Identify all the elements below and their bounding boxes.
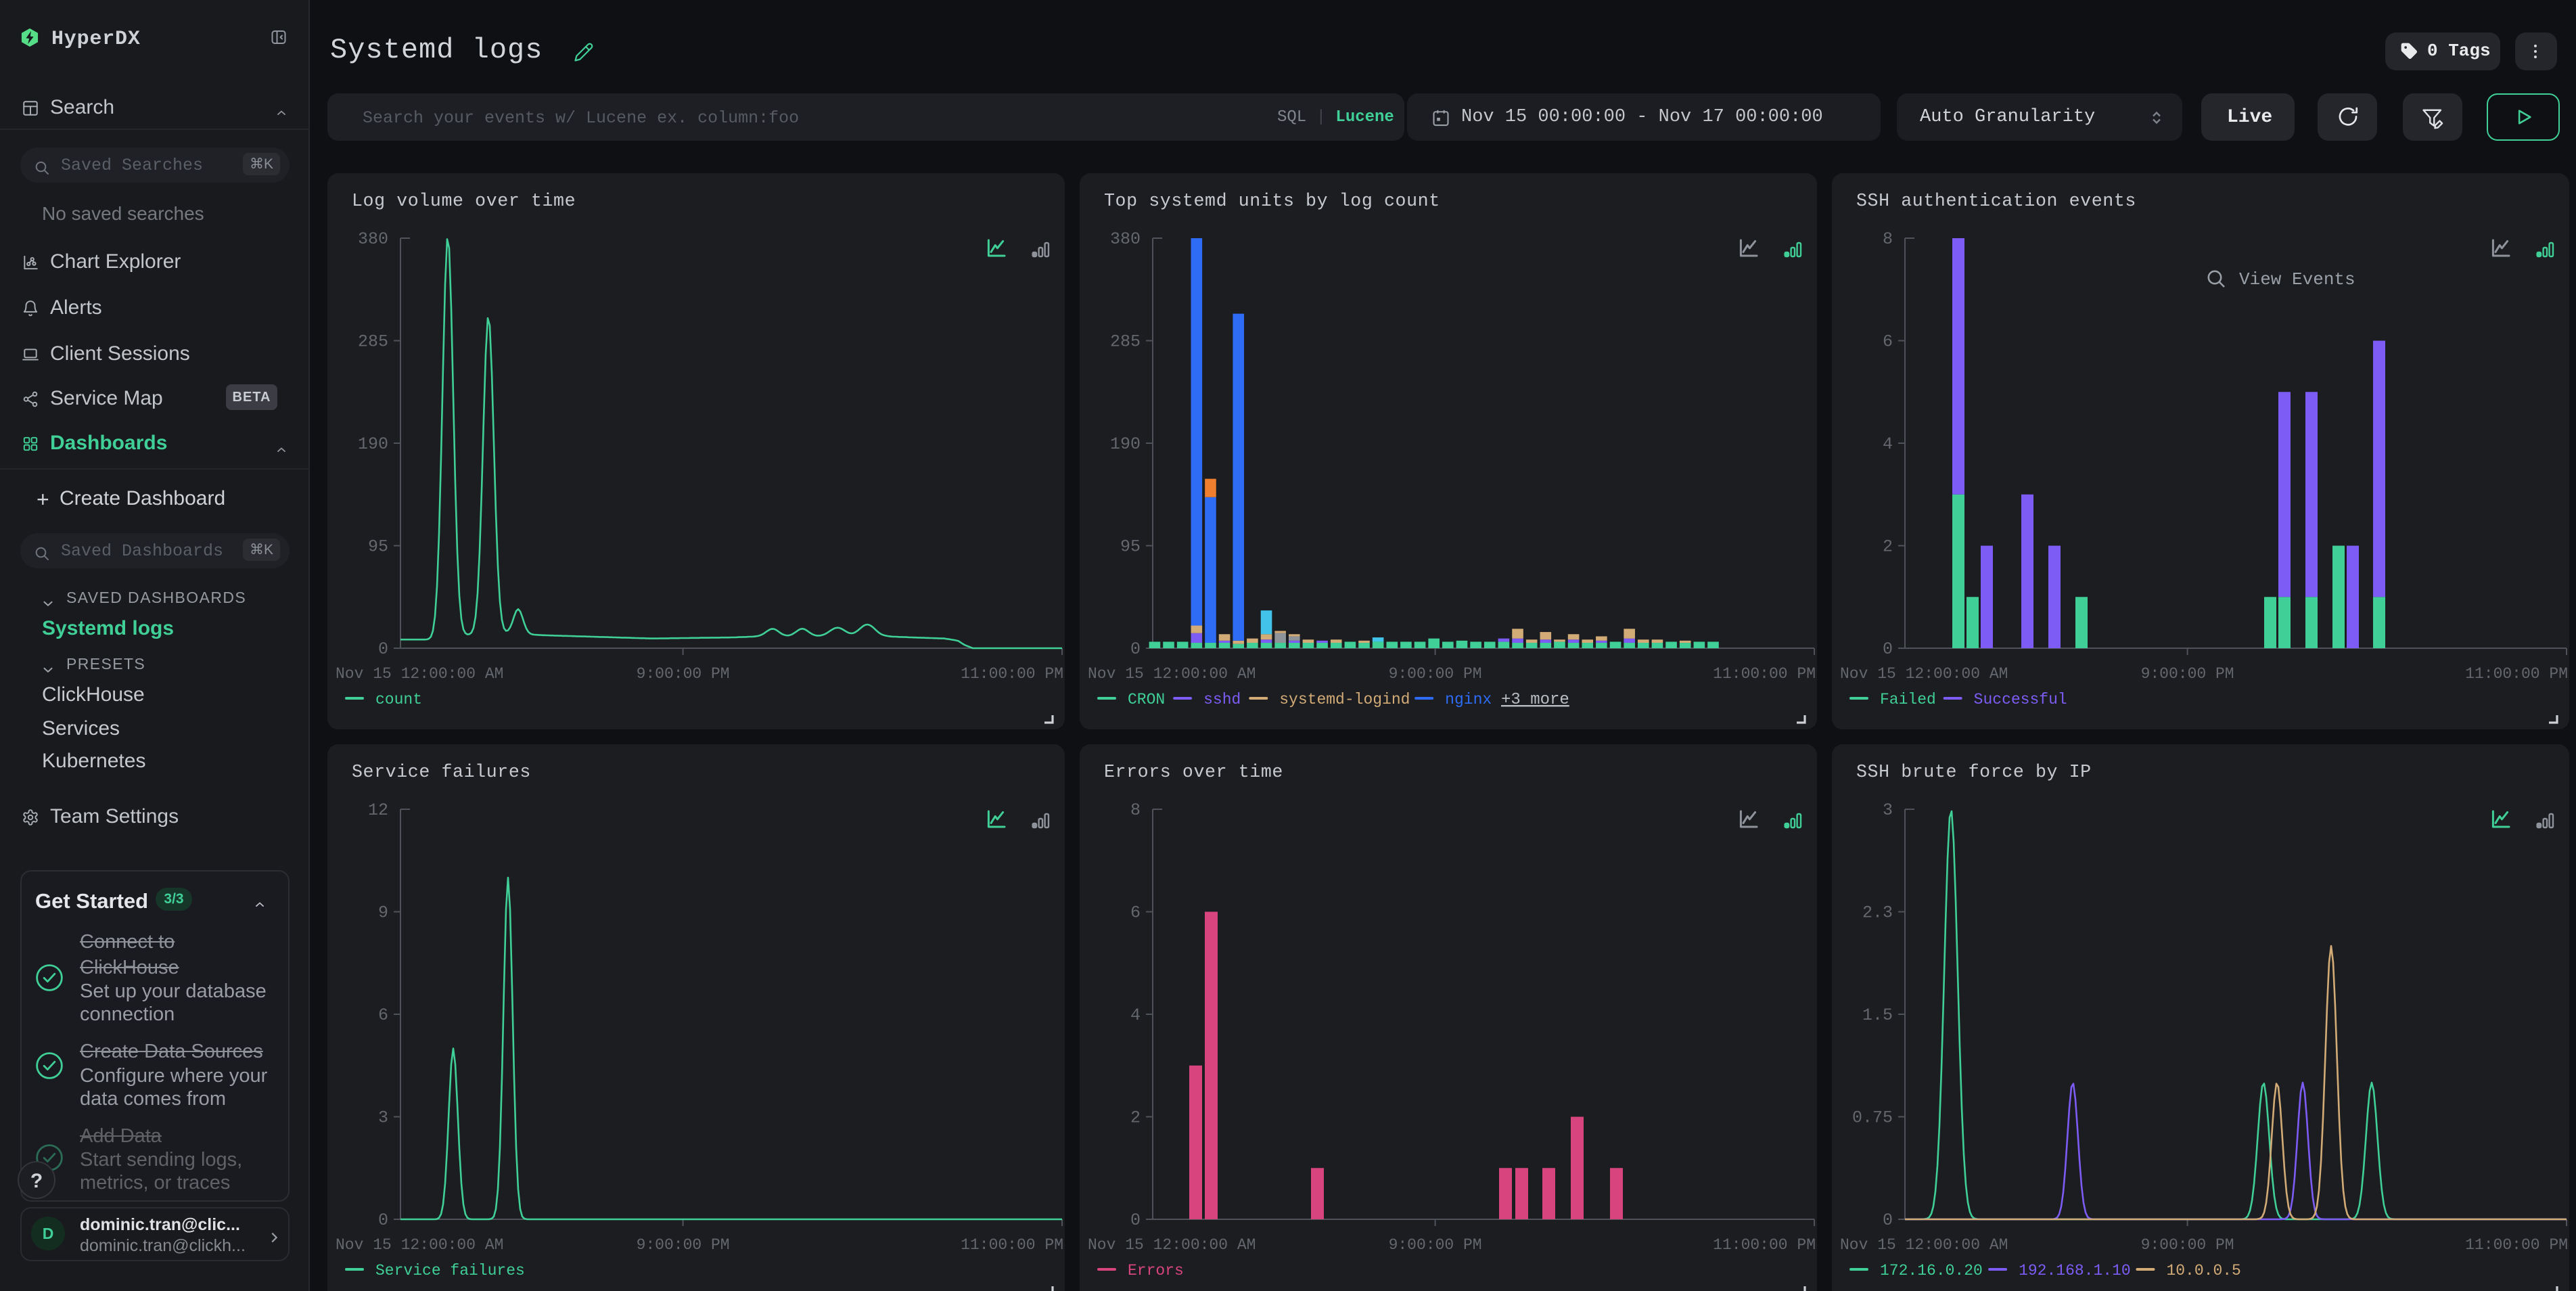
svg-text:3: 3 xyxy=(378,1108,388,1128)
svg-text:count: count xyxy=(375,691,422,708)
svg-text:Nov 15 12:00:00 AM: Nov 15 12:00:00 AM xyxy=(1840,1236,2008,1254)
svg-text:Service failures: Service failures xyxy=(375,1262,525,1279)
svg-text:0: 0 xyxy=(378,1210,388,1230)
svg-text:4: 4 xyxy=(1883,434,1893,454)
svg-text:190: 190 xyxy=(358,434,388,454)
svg-text:0: 0 xyxy=(1130,639,1141,659)
svg-text:2: 2 xyxy=(1130,1108,1141,1128)
svg-text:0: 0 xyxy=(1130,1210,1141,1230)
svg-text:2.3: 2.3 xyxy=(1862,903,1893,923)
svg-text:0: 0 xyxy=(1883,639,1893,659)
svg-text:11:00:00 PM: 11:00:00 PM xyxy=(961,1236,1063,1254)
svg-text:10.0.0.5: 10.0.0.5 xyxy=(2166,1262,2240,1279)
svg-text:+3 more: +3 more xyxy=(1501,691,1569,709)
svg-text:285: 285 xyxy=(358,332,388,352)
svg-text:9:00:00 PM: 9:00:00 PM xyxy=(637,1236,730,1254)
svg-text:8: 8 xyxy=(1883,229,1893,249)
svg-text:95: 95 xyxy=(368,537,388,557)
svg-text:192.168.1.10: 192.168.1.10 xyxy=(2019,1262,2131,1279)
svg-text:Nov 15 12:00:00 AM: Nov 15 12:00:00 AM xyxy=(1088,665,1256,683)
svg-text:1.5: 1.5 xyxy=(1862,1005,1893,1025)
svg-text:Nov 15 12:00:00 AM: Nov 15 12:00:00 AM xyxy=(336,1236,503,1254)
svg-text:Nov 15 12:00:00 AM: Nov 15 12:00:00 AM xyxy=(1088,1236,1256,1254)
svg-text:Failed: Failed xyxy=(1880,691,1936,708)
svg-text:nginx: nginx xyxy=(1445,691,1492,708)
svg-text:Nov 15 12:00:00 AM: Nov 15 12:00:00 AM xyxy=(1840,665,2008,683)
svg-text:11:00:00 PM: 11:00:00 PM xyxy=(2465,1236,2568,1254)
svg-text:3: 3 xyxy=(1883,800,1893,820)
svg-text:View Events: View Events xyxy=(2239,269,2355,290)
svg-text:8: 8 xyxy=(1130,800,1141,820)
svg-text:6: 6 xyxy=(1130,903,1141,923)
svg-text:2: 2 xyxy=(1883,537,1893,557)
svg-text:285: 285 xyxy=(1110,332,1141,352)
svg-text:11:00:00 PM: 11:00:00 PM xyxy=(2465,665,2568,683)
svg-text:11:00:00 PM: 11:00:00 PM xyxy=(961,665,1063,683)
svg-text:Errors: Errors xyxy=(1128,1262,1184,1279)
svg-text:0: 0 xyxy=(1883,1210,1893,1230)
svg-text:9:00:00 PM: 9:00:00 PM xyxy=(2141,665,2234,683)
svg-text:11:00:00 PM: 11:00:00 PM xyxy=(1713,1236,1816,1254)
svg-text:9: 9 xyxy=(378,903,388,923)
svg-text:9:00:00 PM: 9:00:00 PM xyxy=(1389,1236,1482,1254)
svg-text:11:00:00 PM: 11:00:00 PM xyxy=(1713,665,1816,683)
svg-text:12: 12 xyxy=(368,800,388,820)
svg-text:Successful: Successful xyxy=(1974,691,2067,708)
svg-text:Nov 15 12:00:00 AM: Nov 15 12:00:00 AM xyxy=(336,665,503,683)
svg-text:380: 380 xyxy=(358,229,388,249)
svg-text:4: 4 xyxy=(1130,1005,1141,1025)
svg-text:CRON: CRON xyxy=(1128,691,1165,708)
svg-text:9:00:00 PM: 9:00:00 PM xyxy=(637,665,730,683)
svg-text:172.16.0.20: 172.16.0.20 xyxy=(1880,1262,1983,1279)
svg-text:380: 380 xyxy=(1110,229,1141,249)
svg-text:190: 190 xyxy=(1110,434,1141,454)
svg-text:systemd-logind: systemd-logind xyxy=(1279,691,1410,708)
svg-text:0: 0 xyxy=(378,639,388,659)
svg-text:6: 6 xyxy=(1883,332,1893,352)
svg-text:95: 95 xyxy=(1120,537,1141,557)
svg-text:9:00:00 PM: 9:00:00 PM xyxy=(1389,665,1482,683)
svg-text:6: 6 xyxy=(378,1005,388,1025)
svg-text:sshd: sshd xyxy=(1203,691,1241,708)
svg-text:0.75: 0.75 xyxy=(1852,1108,1893,1128)
svg-text:9:00:00 PM: 9:00:00 PM xyxy=(2141,1236,2234,1254)
